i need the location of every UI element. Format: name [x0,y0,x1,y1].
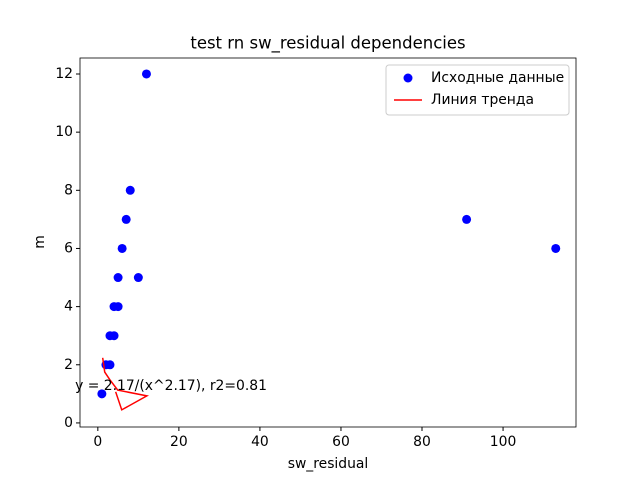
x-axis-label: sw_residual [288,456,369,472]
x-tick-label: 40 [251,434,269,450]
data-point [551,243,561,253]
legend-label: Линия тренда [431,92,534,108]
x-tick-label: 0 [93,434,102,450]
data-point [113,273,123,283]
data-point [113,302,123,312]
legend-label: Исходные данные [431,70,564,86]
plot-frame [79,57,577,428]
y-tick-label: 0 [64,415,73,431]
x-tick-label: 60 [332,434,350,450]
data-point [141,69,151,79]
data-point [105,360,115,370]
data-point [121,214,131,224]
trend-line [101,357,150,411]
y-tick-label: 2 [64,357,73,373]
data-point [125,185,135,195]
y-tick-label: 6 [64,240,73,256]
annotation: y = 2.17/(x^2.17), r2=0.81 [75,378,267,394]
x-tick-label: 80 [413,434,431,450]
x-tick-label: 20 [170,434,188,450]
data-point [462,214,472,224]
y-tick-label: 4 [64,299,73,315]
data-point [117,243,127,253]
data-point [109,331,119,341]
y-tick-label: 8 [64,182,73,198]
x-tick-label: 100 [490,434,517,450]
legend-box [385,64,570,116]
y-tick-label: 10 [55,124,73,140]
chart-title: test rn sw_residual dependencies [190,34,465,54]
legend-marker [403,73,413,83]
y-axis-label: m [32,235,48,249]
data-point [133,273,143,283]
y-tick-label: 12 [55,66,73,82]
data-point [97,389,107,399]
